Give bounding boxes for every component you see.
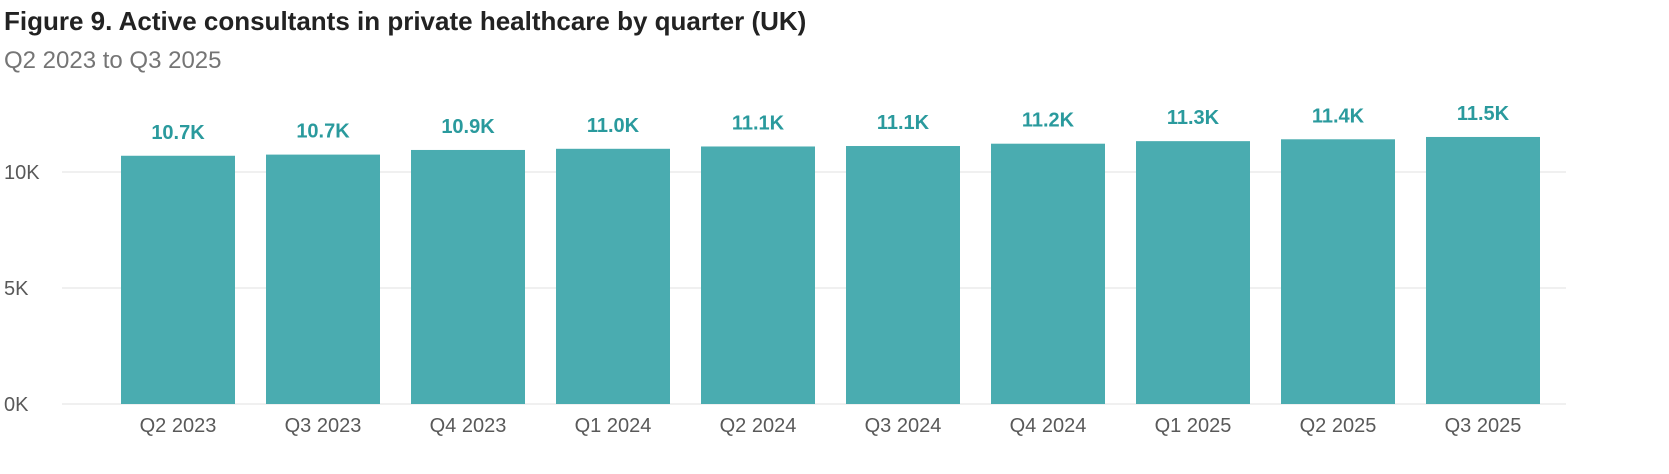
data-labels: 10.7K 10.7K 10.9K 11.0K 11.1K 11.1K 11.2K 11.3K… [151,103,1509,144]
data-label: 11.2K [1022,110,1075,132]
chart-title: Figure 9. Active consultants in private … [4,6,807,36]
bar [411,149,525,404]
bars [121,136,1540,405]
x-tick-label: Q2 2023 [140,415,217,437]
bar [1426,136,1540,404]
bar [1136,141,1250,405]
bar [701,146,815,405]
data-label: 11.4K [1312,105,1365,127]
data-label: 11.1K [877,112,930,134]
y-tick-label: 0K [4,394,29,416]
y-tick-label: 10K [4,162,40,184]
chart-subtitle: Q2 2023 to Q3 2025 [4,47,222,74]
x-tick-label: Q3 2025 [1445,415,1522,437]
y-tick-label: 5K [4,278,29,300]
bar [991,143,1105,405]
bar [1281,139,1395,404]
data-label: 10.9K [441,116,495,138]
bar [846,146,960,405]
x-tick-label: Q4 2024 [1010,415,1087,437]
x-tick-label: Q2 2025 [1300,415,1377,437]
x-tick-label: Q1 2024 [575,415,652,437]
data-label: 11.5K [1457,103,1510,125]
data-label: 10.7K [151,122,205,144]
x-tick-label: Q2 2024 [720,415,797,437]
bar [266,154,380,404]
data-label: 11.0K [587,115,640,137]
x-tick-label: Q3 2024 [865,415,942,437]
x-axis-ticks: Q2 2023 Q3 2023 Q4 2023 Q1 2024 Q2 2024 Q3 20… [140,415,1522,437]
x-tick-label: Q4 2023 [430,415,507,437]
data-label: 10.7K [296,121,350,143]
y-axis-ticks: 0K 5K 10K [4,162,40,416]
data-label: 11.3K [1167,107,1220,129]
bar [121,155,235,404]
x-tick-label: Q3 2023 [285,415,362,437]
data-label: 11.1K [732,112,785,134]
bar [556,148,670,404]
x-tick-label: Q1 2025 [1155,415,1232,437]
